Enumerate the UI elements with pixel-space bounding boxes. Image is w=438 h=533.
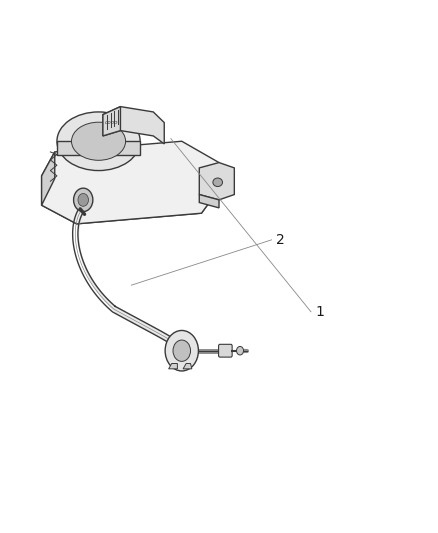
Circle shape <box>173 340 191 361</box>
Polygon shape <box>169 364 177 369</box>
Circle shape <box>74 188 93 212</box>
Polygon shape <box>103 107 164 144</box>
Ellipse shape <box>71 122 126 160</box>
Polygon shape <box>183 364 192 369</box>
Polygon shape <box>42 168 219 224</box>
Ellipse shape <box>213 178 223 187</box>
Circle shape <box>237 346 244 355</box>
Polygon shape <box>42 152 55 205</box>
Ellipse shape <box>57 112 140 171</box>
Polygon shape <box>199 195 219 208</box>
Circle shape <box>165 330 198 371</box>
Polygon shape <box>103 107 120 136</box>
Circle shape <box>78 193 88 206</box>
Text: oooo: oooo <box>105 120 118 125</box>
Text: 2: 2 <box>276 233 285 247</box>
Text: 1: 1 <box>315 305 324 319</box>
Polygon shape <box>199 163 234 200</box>
FancyBboxPatch shape <box>219 344 232 357</box>
Polygon shape <box>57 141 140 155</box>
Polygon shape <box>42 141 219 224</box>
